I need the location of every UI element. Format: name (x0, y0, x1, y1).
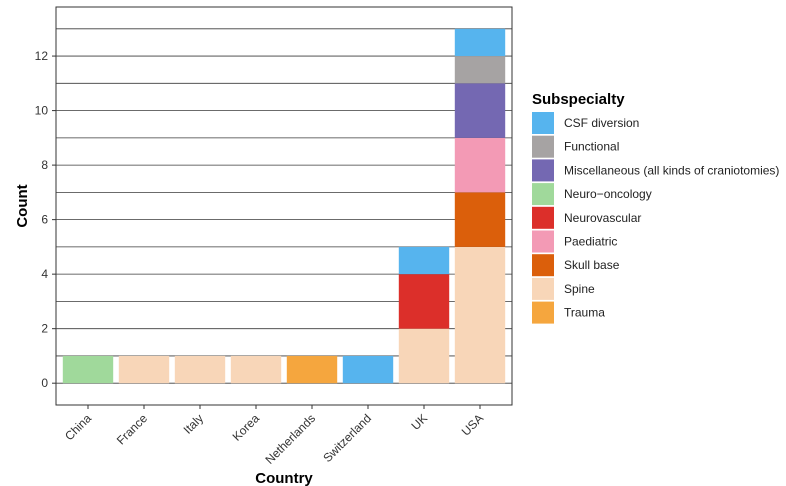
legend-label-neurovascular: Neurovascular (564, 211, 641, 225)
x-tick-label: Netherlands (262, 411, 318, 467)
legend-label-functional: Functional (564, 140, 619, 154)
y-axis: 0 2 4 6 8 10 12 (35, 49, 56, 390)
x-tick-label: UK (408, 411, 430, 433)
x-tick-label: China (62, 411, 94, 443)
legend-label-miscellaneous-all-kinds-of-craniotomies: Miscellaneous (all kinds of craniotomies… (564, 163, 779, 177)
x-axis: China France Italy Korea Netherlands Switzerl… (62, 405, 486, 467)
legend-key-miscellaneous-all-kinds-of-craniotomies (532, 159, 554, 182)
y-tick-label: 0 (41, 376, 48, 390)
legend-key-csf-diversion (532, 112, 554, 134)
x-tick-label: France (114, 411, 151, 448)
legend-key-trauma (532, 301, 554, 324)
legend-key-functional (532, 135, 554, 158)
bar-usa-spine (454, 246, 506, 384)
legend-key-paediatric (532, 230, 554, 253)
y-tick-label: 10 (35, 104, 49, 118)
bars (62, 28, 506, 384)
legend-key-neurovascular (532, 206, 554, 229)
bar-italy-spine (174, 355, 226, 384)
bar-usa-functional (454, 56, 506, 84)
y-axis-title: Count (14, 184, 31, 227)
y-tick-label: 6 (41, 213, 48, 227)
legend-label-trauma: Trauma (564, 306, 605, 320)
legend-label-paediatric: Paediatric (564, 235, 617, 249)
bar-usa-miscellaneous-all-kinds-of-craniotomies (454, 83, 506, 138)
legend-label-csf-diversion: CSF diversion (564, 116, 639, 130)
bar-usa-skull-base (454, 192, 506, 247)
bar-netherlands-trauma (286, 355, 338, 384)
bar-uk-spine (398, 328, 450, 384)
legend-key-spine (532, 277, 554, 300)
y-tick-label: 8 (41, 158, 48, 172)
x-tick-label: Italy (181, 411, 206, 436)
y-tick-label: 4 (41, 267, 48, 281)
legend-key-neuro-oncology (532, 183, 554, 206)
legend-label-spine: Spine (564, 282, 595, 296)
x-tick-label: Switzerland (320, 411, 374, 465)
bar-usa-paediatric (454, 137, 506, 193)
bar-uk-csf-diversion (398, 246, 450, 275)
bar-usa-csf-diversion (454, 28, 506, 57)
legend: Subspecialty CSF diversion Functional Misc… (532, 91, 779, 324)
x-tick-label: Korea (230, 411, 263, 444)
legend-label-neuro-oncology: Neuro−oncology (564, 187, 652, 201)
y-tick-label: 12 (35, 49, 49, 63)
x-axis-title: Country (255, 470, 313, 486)
bar-china-neuro-oncology (62, 355, 114, 384)
bar-korea-spine (230, 355, 282, 384)
bar-france-spine (118, 355, 170, 384)
x-tick-label: USA (459, 411, 486, 438)
y-tick-label: 2 (41, 322, 48, 336)
bar-uk-neurovascular (398, 274, 450, 329)
legend-key-skull-base (532, 254, 554, 277)
bar-switzerland-csf-diversion (342, 355, 394, 384)
legend-title: Subspecialty (532, 91, 625, 108)
legend-label-skull-base: Skull base (564, 258, 620, 272)
